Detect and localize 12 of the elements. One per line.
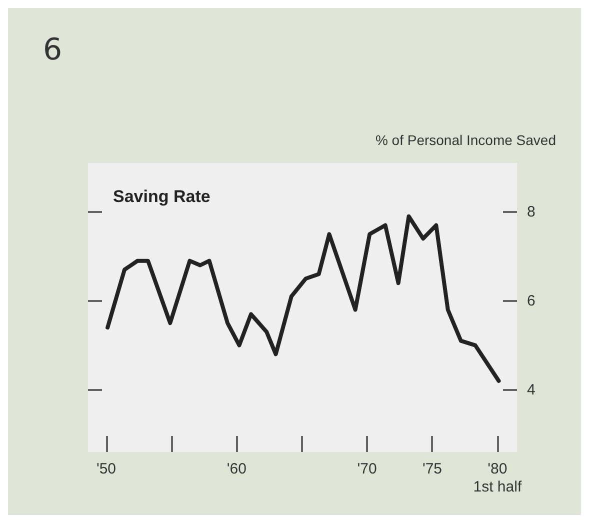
y-tick-label: 6 bbox=[527, 292, 536, 310]
x-tick-label: '60 bbox=[226, 460, 246, 478]
text: Saving Rate bbox=[113, 187, 210, 206]
y-tick-label: 4 bbox=[527, 381, 536, 398]
x-tick-label: '70 bbox=[357, 460, 377, 478]
line-series bbox=[106, 214, 501, 383]
y-tick-label: 8 bbox=[527, 203, 536, 220]
text: 6 bbox=[43, 32, 62, 68]
x-tick-label: '75 bbox=[422, 460, 442, 478]
y-axis-title: % of Personal Income Saved bbox=[375, 132, 556, 148]
x-tick-label: '80 1st half bbox=[473, 460, 522, 496]
x-tick-label: '50 bbox=[96, 460, 116, 478]
